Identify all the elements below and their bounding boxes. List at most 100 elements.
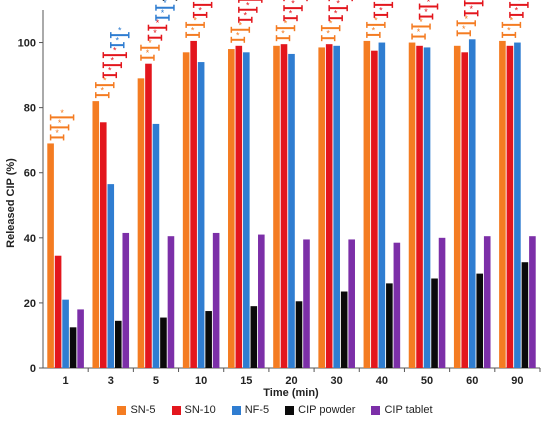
- y-tick-label: 100: [18, 38, 36, 50]
- bar-nf-5-5: [152, 123, 160, 368]
- significance-star: *: [382, 0, 386, 5]
- bar-cip-powder-5: [160, 317, 167, 368]
- x-tick-label: 3: [108, 375, 114, 387]
- significance-bracket: *: [155, 8, 170, 21]
- legend-swatch: [117, 405, 127, 415]
- legend-item-cip-powder: CIP powder: [285, 404, 355, 416]
- x-tick-label: 50: [421, 375, 433, 387]
- bar-cip-powder-60: [476, 273, 484, 368]
- bar-sn-5-50: [408, 42, 416, 368]
- bar-nf-5-10: [197, 62, 205, 369]
- significance-star: *: [113, 46, 117, 56]
- x-tick-label: 40: [376, 375, 388, 387]
- significance-star: *: [281, 29, 285, 39]
- significance-bracket: *: [147, 28, 163, 41]
- significance-bracket: *: [238, 10, 253, 23]
- bar-cip-powder-20: [295, 301, 303, 368]
- bar-sn-5-15: [228, 49, 235, 369]
- bar-cip-tablet-15: [258, 234, 265, 368]
- legend-swatch: [231, 405, 241, 415]
- significance-bracket: *: [49, 128, 65, 141]
- significance-bracket: *: [102, 56, 123, 69]
- significance-bracket: *: [411, 17, 431, 30]
- significance-star: *: [148, 38, 152, 48]
- significance-star: *: [374, 15, 378, 25]
- significance-bracket: *: [456, 24, 471, 37]
- significance-bracket: *: [463, 0, 484, 7]
- significance-bracket: *: [283, 0, 303, 12]
- bar-cip-tablet-30: [348, 239, 355, 368]
- legend-swatch: [171, 405, 181, 415]
- bar-sn-10-5: [145, 63, 152, 368]
- significance-star: *: [427, 0, 431, 7]
- significance-star: *: [510, 15, 514, 25]
- x-axis-label: Time (min): [263, 387, 319, 399]
- bar-sn-5-3: [92, 101, 100, 369]
- significance-star: *: [103, 76, 107, 86]
- significance-star: *: [507, 25, 511, 35]
- bar-cip-tablet-60: [483, 236, 491, 368]
- chart-bars: [47, 39, 536, 369]
- significance-star: *: [60, 108, 64, 118]
- significance-star: *: [156, 18, 160, 28]
- x-tick-label: 20: [285, 375, 297, 387]
- legend-label: NF-5: [244, 404, 270, 416]
- bar-sn-10-60: [461, 52, 469, 369]
- significance-bracket: *: [185, 15, 205, 28]
- significance-star: *: [372, 25, 376, 35]
- y-tick-label: 0: [30, 363, 36, 375]
- bar-cip-powder-1: [69, 327, 77, 368]
- significance-bracket: *: [238, 0, 258, 13]
- significance-bracket: *: [320, 19, 341, 32]
- bar-cip-powder-10: [205, 311, 212, 368]
- significance-bracket: *: [501, 15, 522, 28]
- significance-star: *: [336, 0, 340, 9]
- significance-star: *: [515, 5, 519, 15]
- x-tick-label: 90: [511, 375, 523, 387]
- legend-swatch: [285, 405, 295, 415]
- bar-sn-10-10: [190, 40, 197, 368]
- bar-cip-powder-15: [250, 306, 258, 368]
- significance-star: *: [55, 128, 59, 138]
- significance-bracket: *: [501, 25, 517, 38]
- legend-label: SN-5: [130, 404, 156, 416]
- significance-star: *: [101, 86, 105, 96]
- bar-sn-10-90: [506, 45, 514, 369]
- bar-nf-5-60: [468, 39, 476, 369]
- legend-item-nf-5: NF-5: [231, 404, 270, 416]
- y-tick-label: 80: [24, 103, 36, 115]
- significance-star: *: [462, 24, 466, 34]
- significance-star: *: [424, 7, 428, 17]
- x-tick-label: 5: [153, 375, 159, 387]
- significance-bracket: *: [411, 27, 426, 40]
- significance-bracket: *: [230, 20, 251, 33]
- bar-sn-5-5: [137, 78, 145, 368]
- significance-bracket: *: [509, 0, 529, 8]
- significance-bracket: *: [320, 29, 336, 42]
- significance-star: *: [289, 9, 293, 19]
- significance-bracket: *: [283, 0, 308, 2]
- bar-cip-tablet-1: [77, 309, 84, 368]
- bar-sn-10-15: [235, 45, 243, 369]
- bar-sn-10-1: [54, 255, 62, 368]
- y-axis-label: Released CIP (%): [5, 158, 17, 248]
- significance-star: *: [201, 0, 205, 5]
- significance-bracket: *: [147, 18, 168, 31]
- bar-nf-5-30: [333, 45, 340, 369]
- bar-sn-5-30: [318, 47, 325, 368]
- significance-bracket: *: [49, 108, 75, 121]
- significance-star: *: [198, 5, 202, 15]
- significance-star: *: [472, 0, 476, 4]
- legend-item-sn-5: SN-5: [117, 404, 156, 416]
- bar-sn-10-30: [325, 44, 333, 368]
- x-tick-label: 10: [195, 375, 207, 387]
- bar-sn-5-60: [453, 45, 461, 369]
- significance-bracket: *: [456, 14, 476, 27]
- bar-cip-tablet-50: [438, 237, 446, 368]
- significance-bracket: *: [95, 76, 115, 89]
- significance-star: *: [108, 66, 112, 76]
- x-tick-label: 1: [63, 375, 69, 387]
- significance-bracket: *: [238, 0, 263, 3]
- significance-star: *: [146, 48, 150, 58]
- significance-bracket: *: [102, 46, 128, 59]
